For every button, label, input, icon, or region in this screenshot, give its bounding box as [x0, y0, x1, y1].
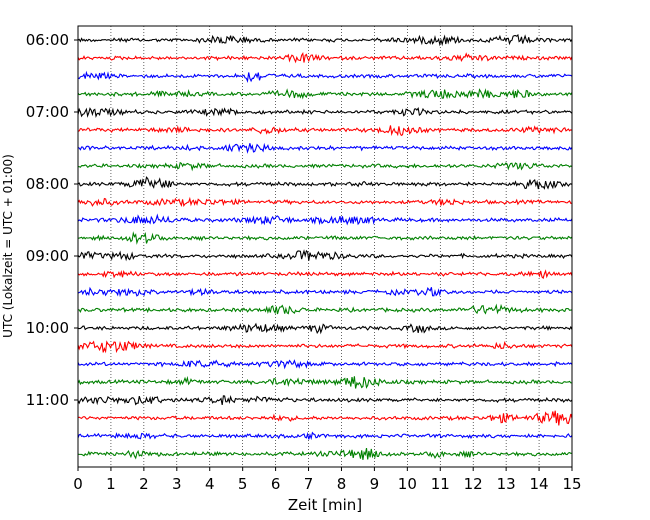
trace-0815: [77, 196, 573, 208]
trace-0615: [77, 52, 573, 64]
trace-1000: [77, 322, 573, 335]
trace-1100: [77, 395, 573, 406]
x-tick-label-8: 8: [337, 475, 347, 493]
trace-0845: [77, 231, 573, 245]
x-axis-label: Zeit [min]: [288, 496, 362, 514]
y-tick-label-08:00: 08:00: [26, 175, 69, 193]
x-tick-label-5: 5: [238, 475, 248, 493]
trace-0715: [77, 125, 573, 137]
trace-1045: [77, 375, 573, 389]
x-tick-label-11: 11: [431, 475, 450, 493]
x-tick-label-1: 1: [106, 475, 116, 493]
y-tick-label-09:00: 09:00: [26, 247, 69, 265]
x-tick-label-12: 12: [464, 475, 483, 493]
x-axis: 0 1 2 3 4 5 6 7 8 9 10 11 12 13 14 15: [73, 467, 582, 493]
trace-0915: [77, 269, 573, 280]
x-tick-label-13: 13: [497, 475, 516, 493]
x-tick-label-3: 3: [172, 475, 182, 493]
trace-1130: [77, 431, 573, 441]
trace-0700: [77, 106, 573, 119]
trace-1015: [77, 340, 573, 354]
trace-1030: [77, 359, 573, 370]
plot-frame: [77, 25, 573, 468]
x-tick-label-4: 4: [205, 475, 215, 493]
trace-0800: [77, 176, 573, 190]
y-tick-label-06:00: 06:00: [26, 31, 69, 49]
trace-0945: [77, 303, 573, 315]
x-tick-label-9: 9: [370, 475, 380, 493]
x-tick-label-2: 2: [139, 475, 149, 493]
trace-0745: [78, 161, 573, 172]
trace-0645: [77, 88, 573, 100]
x-tick-label-6: 6: [271, 475, 281, 493]
trace-0830: [77, 213, 573, 226]
trace-0730: [77, 142, 573, 154]
trace-1115: [77, 410, 573, 426]
trace-1145: [77, 447, 573, 460]
seismic-traces: [77, 33, 573, 460]
trace-0600: [77, 33, 573, 47]
trace-0900: [77, 249, 573, 262]
x-tick-label-10: 10: [398, 475, 417, 493]
x-tick-label-15: 15: [562, 475, 581, 493]
trace-0630: [77, 70, 573, 84]
y-tick-label-11:00: 11:00: [26, 391, 69, 409]
x-tick-label-14: 14: [530, 475, 549, 493]
y-axis: 06:00 07:00 08:00 09:00 10:00 11:00: [26, 31, 78, 409]
y-tick-label-07:00: 07:00: [26, 103, 69, 121]
y-tick-label-10:00: 10:00: [26, 319, 69, 337]
y-axis-label: UTC (Lokalzeit = UTC + 01:00): [1, 154, 15, 338]
x-tick-label-0: 0: [73, 475, 83, 493]
trace-0930: [77, 286, 573, 298]
x-tick-label-7: 7: [304, 475, 314, 493]
